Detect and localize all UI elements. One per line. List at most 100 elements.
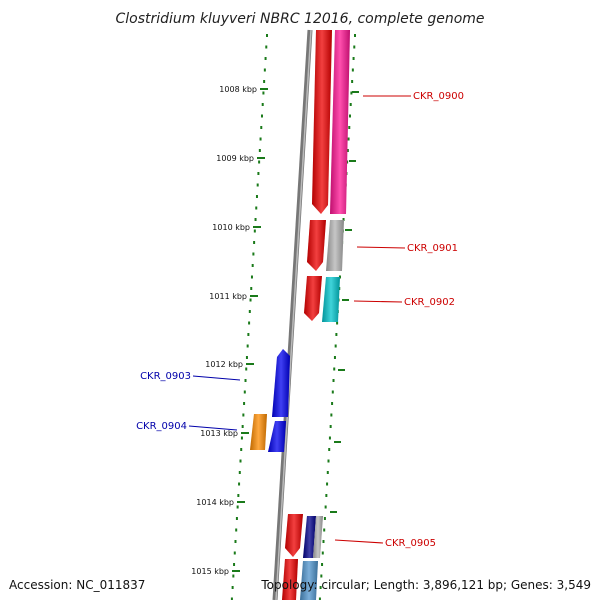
ruler-dot (350, 91, 353, 95)
gene-outer-2-shade (326, 220, 344, 271)
scale-ticks: 1008 kbp 1009 kbp 1010 kbp 1011 kbp 1012 kbp… (191, 85, 268, 576)
ruler-dot (244, 379, 247, 382)
scale-tick-label: 1008 kbp (219, 85, 257, 94)
ruler-dot (236, 505, 239, 509)
ruler-dot (247, 333, 250, 336)
gene-outer-5-shade (313, 516, 323, 558)
ruler-dot (262, 91, 265, 95)
ruler-dot (232, 574, 235, 578)
ruler-dot (257, 172, 260, 175)
ruler-dot (331, 390, 334, 394)
ruler-dot (334, 344, 337, 348)
ruler-dot (328, 448, 331, 451)
ruler-dot (261, 103, 264, 106)
ruler-dot (264, 57, 267, 60)
gene-label: CKR_0901 (407, 243, 458, 254)
ruler-dot (351, 68, 354, 72)
ruler-dot (245, 356, 248, 359)
gene-outer-6-shade (300, 561, 318, 600)
ruler-dot (250, 275, 253, 279)
ruler-dot (246, 344, 249, 348)
map-title: Clostridium kluyveri NBRC 12016, complet… (115, 11, 484, 27)
scale-tick-label: 1015 kbp (191, 567, 229, 576)
ruler-dot (348, 114, 351, 118)
ruler-dot (349, 103, 352, 106)
ruler-dot (326, 471, 329, 474)
ruler-dot (253, 229, 256, 233)
gene-label-leader (356, 246, 406, 249)
ruler-dot (328, 436, 331, 440)
ruler-dot (260, 126, 263, 129)
ruler-dot (254, 218, 257, 221)
gene-outer-3-shade (322, 277, 340, 322)
ruler-dot (255, 206, 258, 210)
gene-label-leader (192, 375, 241, 381)
ruler-dot (263, 80, 266, 83)
ruler-dot (238, 482, 241, 486)
ruler-dot (321, 551, 324, 555)
ruler-dot (319, 586, 322, 589)
gene-label-leader (353, 300, 403, 303)
ruler-dot (347, 137, 350, 141)
ruler-dot (325, 494, 328, 497)
ruler-dot (237, 494, 240, 497)
ruler-dot (323, 517, 326, 520)
ruler-dot (336, 321, 339, 325)
gene-inner-5-shade (282, 559, 298, 600)
ruler-dot (260, 114, 263, 118)
ruler-dot (239, 459, 242, 463)
ruler-dot (249, 298, 252, 302)
ruler-dot (233, 551, 236, 555)
ruler-dot (252, 252, 255, 256)
ruler-dot (240, 436, 243, 440)
ruler-dot (231, 586, 234, 589)
ruler-dot (331, 402, 334, 405)
scale-tick-label: 1011 kbp (209, 292, 247, 301)
ruler-dot (243, 390, 246, 394)
ruler-dot (266, 34, 268, 37)
ruler-dot (256, 183, 259, 187)
ruler-dot (320, 574, 323, 578)
ruler-dot (353, 45, 356, 49)
gene-rev-2-shade (268, 421, 286, 452)
ruler-dot (322, 540, 325, 543)
ruler-dot (245, 367, 248, 371)
gene-features (250, 30, 350, 600)
ruler-dot (250, 287, 253, 290)
ruler-dot (230, 597, 233, 600)
dotted-rulers (230, 34, 359, 600)
ruler-dot (263, 68, 266, 72)
ruler-dot (265, 45, 268, 49)
backbone (272, 29, 313, 600)
ruler-dot (346, 149, 349, 152)
ruler-dot (240, 448, 243, 451)
ruler-dot (352, 57, 355, 60)
ruler-dot (255, 195, 258, 198)
gene-inner-2-shade (307, 220, 326, 271)
ruler-dot (332, 379, 335, 382)
gene-outer-1-shade (330, 30, 350, 214)
gene-label: CKR_0904 (136, 421, 187, 432)
ruler-dot (242, 413, 245, 417)
ruler-dot (321, 563, 324, 566)
ruler-dot (235, 528, 238, 532)
ruler-dot (326, 482, 329, 486)
ruler-dot (251, 264, 254, 267)
ruler-dot (243, 402, 246, 405)
ruler-dot (235, 517, 238, 520)
topology-text: Topology: circular; Length: 3,896,121 bp… (261, 578, 591, 592)
gene-label: CKR_0902 (404, 297, 455, 308)
ruler-dot (258, 149, 261, 152)
ruler-dot (258, 160, 261, 164)
scale-tick-label: 1012 kbp (205, 360, 243, 369)
scale-tick-label: 1009 kbp (216, 154, 254, 163)
gene-inner-3-shade (304, 276, 322, 321)
ruler-dot (333, 356, 336, 359)
ruler-dot (327, 459, 330, 463)
gene-labels: CKR_0900 CKR_0901 CKR_0902 CKR_0903 CKR_0904… (136, 91, 464, 549)
gene-rev-outer-shade (250, 414, 267, 450)
ruler-dot (342, 218, 345, 221)
ruler-dot (248, 321, 251, 325)
ruler-dot (259, 137, 262, 141)
ruler-dot (253, 241, 256, 244)
